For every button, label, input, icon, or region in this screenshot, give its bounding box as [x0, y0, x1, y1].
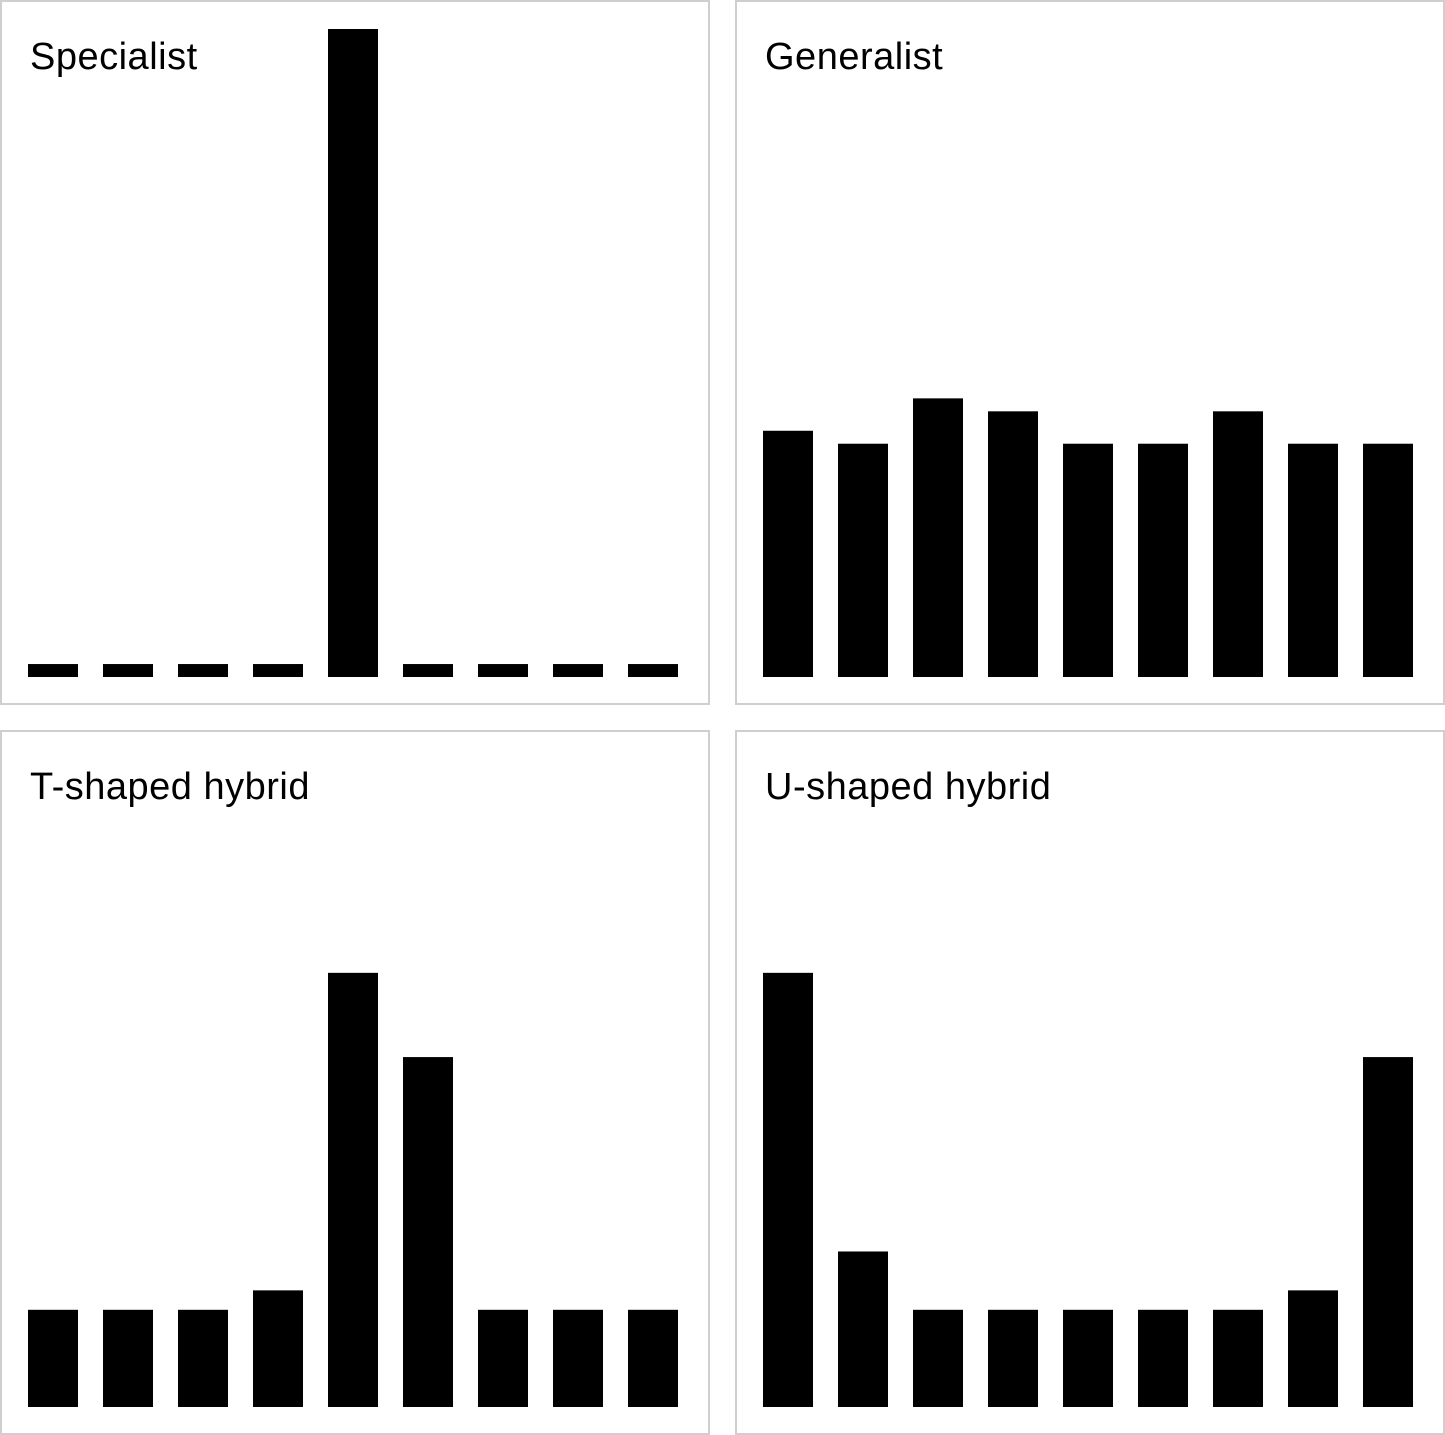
- bar-7: [478, 664, 528, 677]
- bar-1: [28, 664, 78, 677]
- chart-title: T-shaped hybrid: [30, 766, 310, 808]
- chart-panel-u-shaped-hybrid: U-shaped hybrid: [735, 730, 1445, 1435]
- bar-5: [328, 29, 378, 677]
- bar-5: [1063, 443, 1113, 677]
- bar-6: [1138, 443, 1188, 677]
- bar-7: [1213, 1309, 1263, 1407]
- bar-5: [1063, 1309, 1113, 1407]
- bar-2: [103, 1309, 153, 1407]
- bar-8: [553, 664, 603, 677]
- chart-panel-generalist: Generalist: [735, 0, 1445, 705]
- bar-9: [628, 664, 678, 677]
- bar-6: [403, 664, 453, 677]
- bar-3: [913, 1309, 963, 1407]
- bar-2: [838, 1251, 888, 1407]
- bar-2: [838, 443, 888, 677]
- bar-7: [1213, 411, 1263, 677]
- bar-6: [1138, 1309, 1188, 1407]
- bar-plot: [763, 398, 1413, 677]
- bar-plot: [28, 29, 678, 677]
- bar-7: [478, 1309, 528, 1407]
- bar-8: [1288, 443, 1338, 677]
- bar-plot: [28, 972, 678, 1407]
- bar-3: [178, 664, 228, 677]
- bar-6: [403, 1057, 453, 1407]
- chart-title: Generalist: [765, 36, 944, 78]
- bar-plot: [763, 972, 1413, 1407]
- bar-1: [763, 430, 813, 677]
- bar-3: [178, 1309, 228, 1407]
- bar-9: [1363, 443, 1413, 677]
- bar-4: [253, 1290, 303, 1407]
- bar-1: [28, 1309, 78, 1407]
- bar-3: [913, 398, 963, 677]
- bar-9: [1363, 1057, 1413, 1407]
- bar-8: [1288, 1290, 1338, 1407]
- bar-4: [988, 411, 1038, 677]
- chart-title: U-shaped hybrid: [765, 766, 1052, 808]
- bar-9: [628, 1309, 678, 1407]
- chart-panel-specialist: Specialist: [0, 0, 710, 705]
- chart-title: Specialist: [30, 36, 198, 78]
- bar-5: [328, 972, 378, 1407]
- bar-4: [988, 1309, 1038, 1407]
- bar-8: [553, 1309, 603, 1407]
- bar-4: [253, 664, 303, 677]
- bar-2: [103, 664, 153, 677]
- chart-panel-t-shaped-hybrid: T-shaped hybrid: [0, 730, 710, 1435]
- bar-1: [763, 972, 813, 1407]
